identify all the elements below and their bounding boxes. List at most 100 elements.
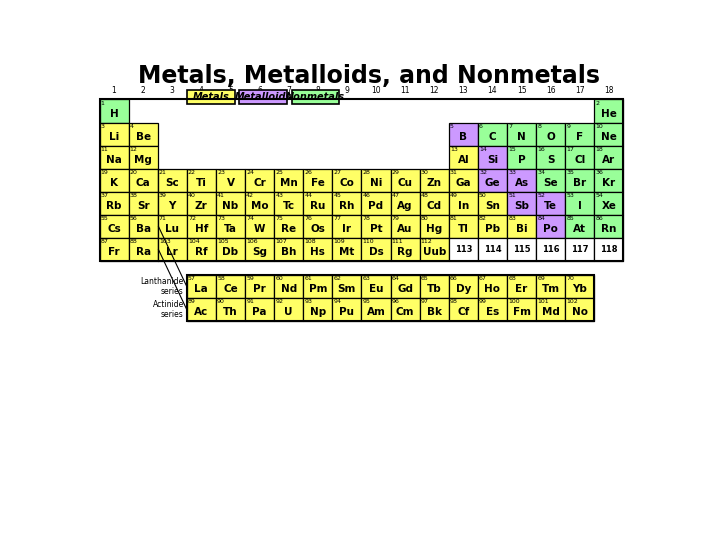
Text: Sm: Sm bbox=[338, 285, 356, 294]
Text: At: At bbox=[573, 224, 586, 234]
Text: Si: Si bbox=[487, 155, 498, 165]
Text: 100: 100 bbox=[508, 299, 520, 304]
Bar bbox=[129, 238, 158, 261]
Text: Metals, Metalloids, and Nonmetals: Metals, Metalloids, and Nonmetals bbox=[138, 64, 600, 89]
Text: Re: Re bbox=[281, 224, 296, 234]
Bar bbox=[186, 298, 216, 321]
Text: Pr: Pr bbox=[253, 285, 266, 294]
Text: 103: 103 bbox=[159, 239, 171, 244]
Text: 39: 39 bbox=[159, 193, 167, 198]
Text: Xe: Xe bbox=[601, 201, 616, 211]
Bar bbox=[186, 238, 216, 261]
Bar bbox=[507, 275, 536, 298]
Text: N: N bbox=[517, 132, 526, 142]
Text: Mt: Mt bbox=[339, 247, 354, 258]
Text: Na: Na bbox=[106, 155, 122, 165]
Text: 102: 102 bbox=[567, 299, 578, 304]
Text: 12: 12 bbox=[130, 147, 138, 152]
Text: Metalloids: Metalloids bbox=[235, 92, 292, 102]
Text: Nonmetals: Nonmetals bbox=[286, 92, 345, 102]
Bar bbox=[536, 123, 565, 146]
Text: C: C bbox=[489, 132, 496, 142]
Text: 19: 19 bbox=[101, 170, 109, 175]
Bar bbox=[420, 215, 449, 238]
Bar bbox=[478, 168, 507, 192]
Bar bbox=[449, 238, 478, 261]
Text: 18: 18 bbox=[595, 147, 603, 152]
Text: Cl: Cl bbox=[574, 155, 585, 165]
Text: 79: 79 bbox=[392, 216, 400, 221]
Text: 80: 80 bbox=[420, 216, 428, 221]
Text: Lanthanide
series: Lanthanide series bbox=[140, 277, 184, 296]
Bar bbox=[274, 215, 303, 238]
Bar bbox=[507, 146, 536, 168]
Bar bbox=[274, 238, 303, 261]
Text: 110: 110 bbox=[363, 239, 374, 244]
Text: 13: 13 bbox=[450, 147, 458, 152]
Bar bbox=[361, 275, 390, 298]
Bar bbox=[333, 275, 361, 298]
Text: Hs: Hs bbox=[310, 247, 325, 258]
Bar bbox=[536, 275, 565, 298]
Text: Se: Se bbox=[544, 178, 558, 188]
Text: 7: 7 bbox=[287, 86, 291, 95]
Text: Ce: Ce bbox=[223, 285, 238, 294]
Text: Mg: Mg bbox=[134, 155, 152, 165]
Bar bbox=[478, 215, 507, 238]
Bar bbox=[478, 238, 507, 261]
Text: 104: 104 bbox=[188, 239, 199, 244]
Bar bbox=[186, 215, 216, 238]
Text: 3: 3 bbox=[170, 86, 175, 95]
Text: 6: 6 bbox=[257, 86, 262, 95]
Text: Ge: Ge bbox=[485, 178, 500, 188]
Text: Al: Al bbox=[457, 155, 469, 165]
Text: 9: 9 bbox=[567, 124, 570, 129]
Text: Ti: Ti bbox=[196, 178, 207, 188]
Text: La: La bbox=[194, 285, 208, 294]
Text: 2: 2 bbox=[141, 86, 145, 95]
Text: 5: 5 bbox=[228, 86, 233, 95]
Text: 76: 76 bbox=[305, 216, 312, 221]
Text: 65: 65 bbox=[420, 276, 428, 281]
Bar bbox=[333, 298, 361, 321]
Text: Fm: Fm bbox=[513, 307, 531, 318]
Bar bbox=[333, 238, 361, 261]
Text: Kr: Kr bbox=[603, 178, 616, 188]
Text: Uub: Uub bbox=[423, 247, 446, 258]
Bar bbox=[99, 168, 129, 192]
Text: 86: 86 bbox=[595, 216, 603, 221]
Bar bbox=[449, 168, 478, 192]
Text: 93: 93 bbox=[305, 299, 312, 304]
Text: 24: 24 bbox=[246, 170, 254, 175]
Text: Metals: Metals bbox=[192, 92, 229, 102]
Text: 63: 63 bbox=[363, 276, 371, 281]
Text: Ga: Ga bbox=[456, 178, 471, 188]
Text: Cs: Cs bbox=[107, 224, 121, 234]
Text: 99: 99 bbox=[479, 299, 487, 304]
Text: 72: 72 bbox=[188, 216, 196, 221]
Bar bbox=[478, 275, 507, 298]
Bar bbox=[420, 275, 449, 298]
Bar bbox=[333, 215, 361, 238]
Bar bbox=[216, 275, 245, 298]
Bar bbox=[245, 298, 274, 321]
Bar bbox=[292, 90, 339, 104]
Text: Pm: Pm bbox=[309, 285, 327, 294]
Text: 31: 31 bbox=[450, 170, 458, 175]
Text: Nd: Nd bbox=[281, 285, 297, 294]
Text: 71: 71 bbox=[159, 216, 167, 221]
Bar bbox=[99, 123, 129, 146]
Bar bbox=[274, 168, 303, 192]
Text: 84: 84 bbox=[537, 216, 545, 221]
Text: No: No bbox=[572, 307, 588, 318]
Bar bbox=[361, 298, 390, 321]
Bar bbox=[507, 298, 536, 321]
Bar bbox=[245, 238, 274, 261]
Text: 108: 108 bbox=[305, 239, 316, 244]
Text: 74: 74 bbox=[246, 216, 254, 221]
Text: 41: 41 bbox=[217, 193, 225, 198]
Bar bbox=[186, 192, 216, 215]
Bar bbox=[390, 192, 420, 215]
Bar bbox=[245, 168, 274, 192]
Text: Rb: Rb bbox=[107, 201, 122, 211]
